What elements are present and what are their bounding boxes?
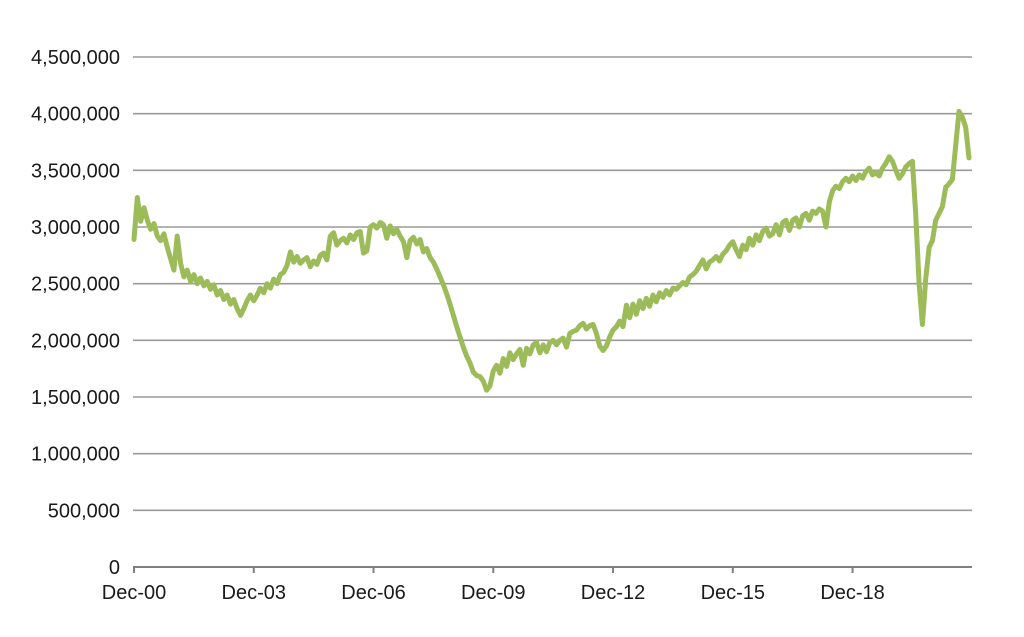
y-tick-label: 4,500,000 [31,47,120,69]
x-tick-label: Dec-12 [581,582,645,604]
x-tick-label: Dec-09 [461,582,525,604]
x-tick-label: Dec-18 [820,582,884,604]
y-tick-label: 4,000,000 [31,104,120,126]
x-tick-label: Dec-00 [102,582,166,604]
x-tick-label: Dec-03 [222,582,286,604]
y-tick-label: 1,000,000 [31,444,120,466]
y-tick-label: 2,000,000 [31,330,120,352]
y-tick-label: 1,500,000 [31,387,120,409]
x-tick-label: Dec-06 [341,582,405,604]
data-line-series [131,108,972,393]
y-tick-label: 3,000,000 [31,217,120,239]
x-tick-label: Dec-15 [701,582,765,604]
y-tick-label: 3,500,000 [31,160,120,182]
y-tick-label: 2,500,000 [31,274,120,296]
y-tick-label: 0 [109,557,120,579]
y-tick-label: 500,000 [48,500,120,522]
